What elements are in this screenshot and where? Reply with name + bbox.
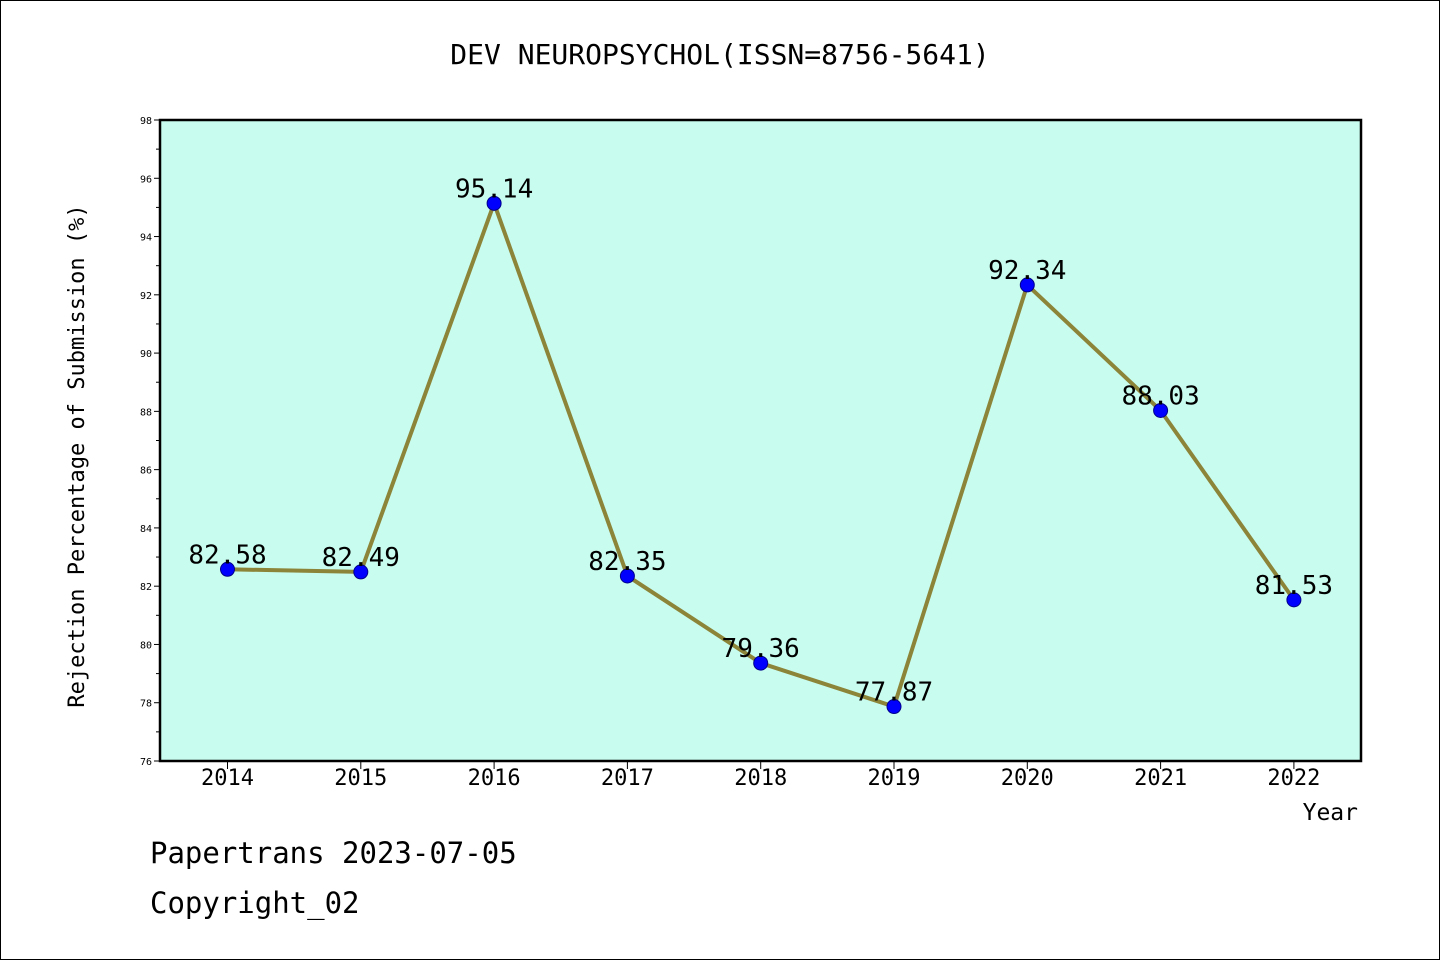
data-point	[1153, 402, 1169, 418]
y-tick-label: 88	[140, 407, 152, 418]
data-label: 88.03	[1121, 381, 1199, 411]
chart-title: DEV NEUROPSYCHOL(ISSN=8756-5641)	[450, 38, 990, 71]
data-label: 79.36	[722, 634, 800, 664]
footer-copyright: Copyright_02	[150, 886, 360, 920]
x-tick-label: 2018	[734, 766, 787, 791]
y-tick-label: 80	[140, 640, 152, 651]
y-tick-label: 92	[140, 291, 152, 302]
data-point	[886, 699, 902, 715]
x-tick-label: 2017	[601, 766, 654, 791]
data-label: 82.49	[322, 543, 400, 573]
x-tick-label: 2014	[201, 766, 254, 791]
data-point	[353, 564, 369, 580]
x-tick-label: 2021	[1134, 766, 1187, 791]
x-tick-label: 2019	[868, 766, 921, 791]
y-tick-label: 82	[140, 582, 152, 593]
data-label: 82.58	[188, 540, 266, 570]
plot-area	[160, 120, 1361, 761]
data-label: 82.35	[588, 547, 666, 577]
data-point	[619, 568, 635, 584]
data-label: 95.14	[455, 174, 533, 204]
y-tick-label: 86	[140, 466, 152, 477]
y-tick-label: 76	[140, 757, 152, 768]
data-point	[220, 561, 235, 577]
data-label: 77.87	[855, 678, 933, 708]
y-tick-label: 94	[140, 233, 152, 244]
y-tick-label: 90	[140, 349, 152, 360]
data-label: 81.53	[1255, 571, 1333, 601]
x-tick-label: 2016	[468, 766, 521, 791]
x-tick-label: 2020	[1001, 766, 1054, 791]
data-point	[1019, 277, 1035, 293]
data-label: 92.34	[988, 256, 1066, 286]
y-tick-label: 84	[140, 524, 152, 535]
x-tick-label: 2015	[334, 766, 387, 791]
y-tick-label: 78	[140, 699, 152, 710]
y-axis-label: Rejection Percentage of Submission (%)	[65, 204, 90, 707]
y-tick-label: 96	[140, 174, 152, 185]
data-point	[1286, 592, 1302, 608]
data-point	[753, 655, 769, 671]
x-axis-label: Year	[1303, 800, 1358, 826]
data-point	[486, 195, 502, 211]
x-tick-label: 2022	[1267, 766, 1320, 791]
y-tick-label: 98	[140, 116, 152, 127]
plot-border	[158, 118, 1363, 763]
footer-date: Papertrans 2023-07-05	[150, 836, 517, 870]
